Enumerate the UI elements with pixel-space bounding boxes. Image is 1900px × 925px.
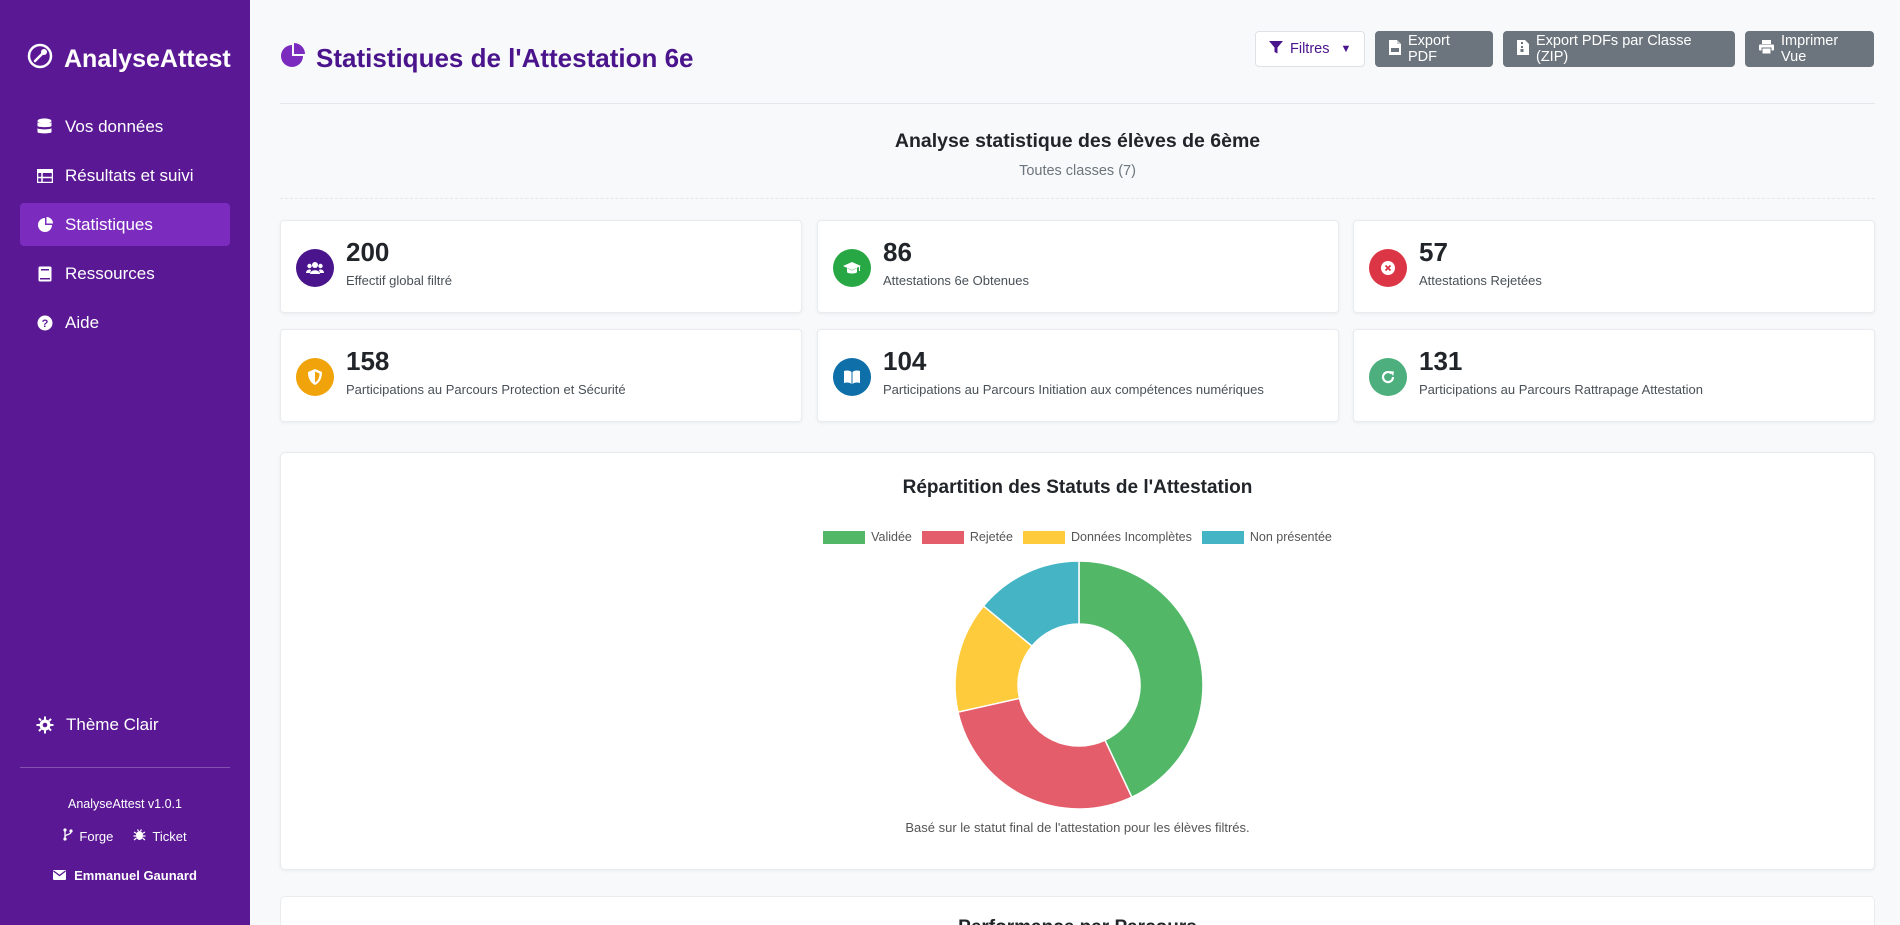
- stat-label: Participations au Parcours Rattrapage At…: [1419, 382, 1703, 397]
- graduation-cap-icon: [833, 249, 871, 287]
- stat-value: 200: [346, 237, 390, 267]
- export-pdf-button[interactable]: Export PDF: [1375, 31, 1493, 67]
- stat-value: 158: [346, 346, 390, 376]
- page-title-text: Statistiques de l'Attestation 6e: [316, 43, 694, 73]
- sidebar-item-statistiques[interactable]: Statistiques: [20, 203, 230, 246]
- sidebar-item-resultats[interactable]: Résultats et suivi: [20, 154, 230, 197]
- stat-label: Attestations 6e Obtenues: [883, 273, 1029, 288]
- sidebar-item-label: Aide: [65, 312, 100, 332]
- users-icon: [296, 249, 334, 287]
- legend-swatch: [1201, 530, 1244, 544]
- svg-text:?: ?: [41, 318, 48, 330]
- analysis-heading: Analyse statistique des élèves de 6ème: [894, 130, 1261, 152]
- ticket-link[interactable]: Ticket: [133, 828, 187, 844]
- chart-legend: Validée Rejetée Données Incomplètes Non pré…: [281, 530, 1874, 544]
- sidebar-item-label: Vos données: [65, 116, 164, 136]
- book-icon: [36, 265, 53, 282]
- stat-card-rattrapage: 131 Participations au Parcours Rattrapag…: [1353, 329, 1875, 422]
- legend-swatch: [921, 530, 964, 544]
- author-contact[interactable]: Emmanuel Gaunard: [0, 868, 250, 883]
- stat-value: 57: [1419, 237, 1448, 267]
- status-chart-panel: Répartition des Statuts de l'Attestation…: [280, 452, 1875, 870]
- theme-toggle[interactable]: Thème Clair: [20, 704, 230, 746]
- file-pdf-icon: [1389, 39, 1401, 59]
- legend-item[interactable]: Rejetée: [921, 530, 1013, 544]
- donut-slice-rejetée[interactable]: [957, 697, 1133, 810]
- page-title: Statistiques de l'Attestation 6e: [280, 42, 693, 75]
- pie-chart-icon: [36, 216, 53, 233]
- code-branch-icon: [63, 828, 74, 844]
- export-zip-button[interactable]: Export PDFs par Classe (ZIP): [1503, 31, 1735, 67]
- legend-item[interactable]: Non présentée: [1201, 530, 1332, 544]
- stat-value: 104: [883, 346, 927, 376]
- donut-slice-validée[interactable]: [1078, 560, 1204, 799]
- sidebar-item-vos-donnees[interactable]: Vos données: [20, 105, 230, 148]
- app-version: AnalyseAttest v1.0.1: [68, 797, 182, 811]
- redo-icon: [1369, 358, 1407, 396]
- stat-label: Attestations Rejetées: [1419, 273, 1542, 288]
- bug-icon: [133, 828, 146, 844]
- theme-label: Thème Clair: [66, 715, 159, 734]
- stat-card-rejetees: 57 Attestations Rejetées: [1353, 220, 1875, 313]
- stat-card-effectif: 200 Effectif global filtré: [280, 220, 802, 313]
- donut-chart: [954, 560, 1204, 810]
- section-divider: [280, 198, 1875, 199]
- print-button[interactable]: Imprimer Vue: [1745, 31, 1874, 67]
- legend-swatch: [823, 530, 866, 544]
- brand-name: AnalyseAttest: [64, 45, 231, 73]
- sidebar-item-aide[interactable]: ? Aide: [20, 301, 230, 344]
- stat-card-numerique: 104 Participations au Parcours Initiatio…: [817, 329, 1339, 422]
- sidebar-item-label: Statistiques: [65, 214, 153, 234]
- forge-link[interactable]: Forge: [63, 828, 113, 844]
- question-circle-icon: ?: [36, 314, 53, 331]
- chart-note: Basé sur le statut final de l'attestatio…: [905, 820, 1250, 835]
- print-icon: [1759, 40, 1774, 58]
- database-icon: [36, 118, 53, 135]
- legend-label: Non présentée: [1249, 530, 1332, 544]
- legend-item[interactable]: Validée: [823, 530, 912, 544]
- author-name: Emmanuel Gaunard: [74, 868, 197, 883]
- pie-chart-icon: [280, 42, 306, 75]
- chart-title: Répartition des Statuts de l'Attestation: [902, 477, 1253, 498]
- sidebar-nav: Vos données Résultats et suivi Statistiq…: [20, 105, 230, 350]
- caret-down-icon: ▼: [1340, 43, 1352, 55]
- stat-card-obtenues: 86 Attestations 6e Obtenues: [817, 220, 1339, 313]
- stat-value: 86: [883, 237, 912, 267]
- file-archive-icon: [1517, 39, 1529, 59]
- sidebar-item-ressources[interactable]: Ressources: [20, 252, 230, 295]
- gear-icon: [36, 716, 54, 734]
- sidebar: AnalyseAttest Vos données Résultats et s…: [0, 0, 250, 925]
- filter-icon: [1269, 40, 1283, 58]
- table-icon: [36, 167, 53, 184]
- stat-label: Participations au Parcours Protection et…: [346, 382, 626, 397]
- legend-label: Rejetée: [969, 530, 1013, 544]
- book-open-icon: [833, 358, 871, 396]
- sidebar-item-label: Ressources: [65, 263, 155, 283]
- stat-label: Effectif global filtré: [346, 273, 452, 288]
- envelope-icon: [53, 868, 67, 883]
- stat-card-protection: 158 Participations au Parcours Protectio…: [280, 329, 802, 422]
- performance-panel-title: Performance par Parcours: [281, 917, 1874, 925]
- sidebar-item-label: Résultats et suivi: [65, 165, 194, 185]
- legend-item[interactable]: Données Incomplètes: [1022, 530, 1192, 544]
- performance-panel: Performance par Parcours: [280, 896, 1875, 925]
- times-circle-icon: [1369, 249, 1407, 287]
- analysis-subheading: Toutes classes (7): [1019, 163, 1136, 179]
- legend-label: Données Incomplètes: [1070, 530, 1192, 544]
- stat-value: 131: [1419, 346, 1463, 376]
- shield-icon: [296, 358, 334, 396]
- brand-logo-icon: [26, 42, 54, 77]
- sidebar-divider: [20, 767, 230, 768]
- sidebar-links: Forge Ticket: [0, 828, 250, 844]
- stat-label: Participations au Parcours Initiation au…: [883, 382, 1264, 397]
- legend-label: Validée: [871, 530, 912, 544]
- filter-button[interactable]: Filtres ▼: [1255, 31, 1365, 67]
- brand[interactable]: AnalyseAttest: [26, 42, 231, 77]
- legend-swatch: [1022, 530, 1065, 544]
- donut-slice-non-présentée[interactable]: [982, 560, 1080, 648]
- header-divider: [280, 103, 1875, 104]
